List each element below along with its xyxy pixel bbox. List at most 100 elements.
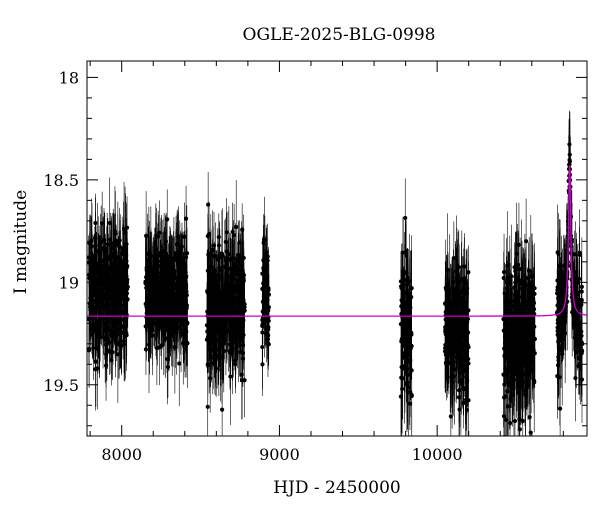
data-point	[205, 404, 210, 409]
data-point	[210, 247, 215, 253]
data-point	[520, 337, 525, 342]
data-point	[555, 285, 560, 290]
data-point	[506, 343, 512, 348]
data-point	[122, 230, 128, 235]
data-point	[400, 295, 405, 301]
data-point	[96, 326, 101, 331]
data-point	[502, 291, 507, 296]
data-point	[168, 269, 174, 274]
data-point	[516, 347, 521, 352]
data-point	[178, 323, 184, 328]
data-point	[122, 334, 128, 339]
data-point	[460, 357, 465, 362]
data-point	[181, 331, 186, 336]
data-point	[172, 319, 177, 324]
data-point	[216, 235, 221, 240]
data-point	[260, 271, 265, 276]
data-point	[146, 260, 151, 265]
data-point	[520, 279, 526, 284]
data-point	[529, 283, 534, 288]
data-layer	[87, 110, 587, 448]
data-point	[240, 378, 245, 383]
data-point	[573, 270, 578, 275]
data-point	[176, 259, 181, 265]
data-point	[154, 345, 159, 351]
data-point	[103, 273, 108, 278]
data-point	[528, 269, 533, 274]
data-point	[520, 418, 525, 424]
data-point	[208, 375, 213, 381]
data-point	[521, 289, 527, 294]
data-point	[225, 286, 230, 292]
season-4	[260, 196, 272, 396]
data-point	[234, 288, 239, 293]
data-point	[100, 334, 106, 340]
data-point	[398, 321, 404, 327]
data-point	[524, 239, 529, 244]
data-point	[174, 306, 180, 311]
data-point	[532, 351, 537, 356]
data-point	[227, 300, 232, 305]
data-point	[516, 378, 521, 383]
data-point	[445, 282, 450, 287]
data-point	[114, 332, 119, 337]
photometry-series	[87, 110, 585, 448]
data-point	[234, 224, 239, 230]
data-point	[143, 279, 148, 284]
data-point	[520, 294, 525, 300]
data-point	[122, 342, 127, 347]
data-point	[577, 328, 582, 334]
data-point	[88, 307, 93, 312]
data-point	[113, 264, 118, 269]
data-point	[116, 327, 121, 332]
data-point	[513, 298, 519, 303]
data-point	[516, 331, 521, 336]
data-point	[208, 264, 214, 269]
data-point	[233, 272, 238, 277]
data-point	[183, 216, 189, 221]
data-point	[407, 317, 412, 322]
data-point	[119, 292, 124, 297]
data-point	[236, 257, 241, 262]
data-point	[456, 395, 462, 400]
data-point	[114, 297, 120, 302]
data-point	[507, 383, 512, 388]
data-point	[501, 372, 506, 377]
data-point	[573, 317, 578, 322]
season-2	[143, 186, 190, 407]
y-axis-label: I magnitude	[11, 190, 31, 294]
data-point	[443, 285, 448, 290]
data-point	[400, 444, 404, 448]
data-point	[108, 237, 113, 242]
data-point	[169, 311, 174, 316]
data-point	[501, 414, 507, 419]
data-point	[157, 230, 162, 235]
data-point	[567, 152, 572, 157]
data-point	[558, 406, 563, 411]
data-point	[103, 286, 108, 291]
data-point	[89, 238, 94, 243]
data-point	[105, 257, 110, 262]
data-point	[454, 332, 459, 338]
data-point	[240, 227, 245, 232]
data-point	[261, 265, 266, 270]
data-point	[173, 251, 178, 256]
data-point	[149, 276, 154, 281]
data-point	[205, 290, 210, 295]
data-point	[101, 246, 106, 251]
data-point	[512, 418, 518, 424]
data-point	[571, 321, 576, 326]
data-point	[158, 282, 163, 287]
data-point	[183, 281, 188, 286]
data-point	[152, 272, 157, 277]
data-point	[153, 284, 159, 290]
axes: 8000 9000 10000 18 18.5 19 19.5	[43, 60, 588, 464]
data-point	[93, 329, 98, 334]
season-7	[501, 198, 537, 436]
data-point	[409, 393, 414, 399]
data-point	[464, 338, 469, 343]
data-point	[265, 254, 270, 259]
y-tick-label: 19.5	[43, 376, 79, 395]
data-point	[405, 325, 410, 330]
